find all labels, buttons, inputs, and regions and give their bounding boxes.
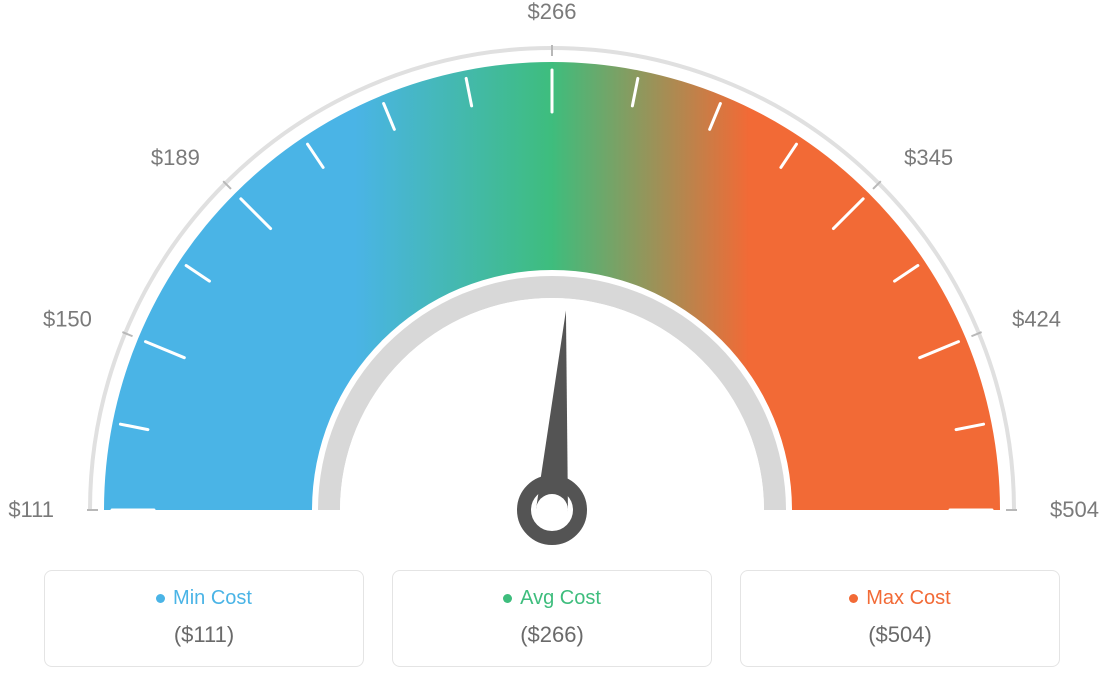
legend-card: Max Cost ($504) [740,570,1060,667]
gauge-tick-label: $111 [8,497,54,522]
legend-row: Min Cost ($111) Avg Cost ($266) Max Cost ($50… [0,570,1104,667]
legend-value: ($111) [45,622,363,648]
legend-label: Min Cost [173,587,252,610]
gauge-tick-label: $266 [528,0,577,24]
gauge-tick-label: $504 [1050,497,1099,522]
legend-dot-icon [156,594,165,603]
legend-card: Avg Cost ($266) [392,570,712,667]
legend-value: ($266) [393,622,711,648]
legend-label: Max Cost [866,587,950,610]
gauge-chart: $111 $150 $189 $266 $345 $424 $504 [0,0,1104,560]
gauge-tick-label: $424 [1012,306,1061,331]
gauge-tick-label: $150 [43,306,92,331]
legend-label-line: Max Cost [741,587,1059,610]
legend-label-line: Avg Cost [393,587,711,610]
legend-dot-icon [849,594,858,603]
legend-label: Avg Cost [520,587,601,610]
legend-card: Min Cost ($111) [44,570,364,667]
legend-dot-icon [503,594,512,603]
legend-value: ($504) [741,622,1059,648]
legend-label-line: Min Cost [45,587,363,610]
gauge-tick-label: $345 [904,145,953,170]
gauge-svg: $111 $150 $189 $266 $345 $424 $504 [0,0,1104,560]
gauge-tick-label: $189 [151,145,200,170]
